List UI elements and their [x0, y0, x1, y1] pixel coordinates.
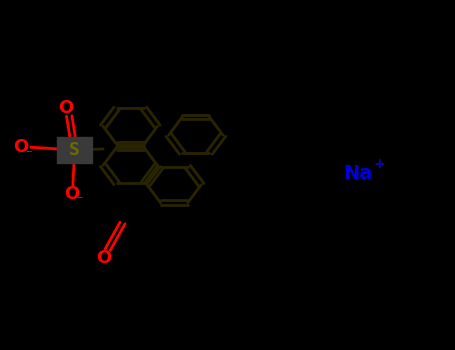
- Text: S: S: [69, 141, 80, 159]
- Text: ⁻: ⁻: [76, 194, 83, 207]
- Text: O: O: [13, 138, 29, 156]
- Text: O: O: [64, 186, 79, 203]
- Text: ⁻: ⁻: [25, 148, 31, 161]
- Text: O: O: [96, 249, 111, 267]
- Text: O: O: [58, 99, 73, 117]
- Text: Na: Na: [343, 164, 372, 183]
- Bar: [57, 137, 92, 163]
- Text: +: +: [374, 156, 385, 170]
